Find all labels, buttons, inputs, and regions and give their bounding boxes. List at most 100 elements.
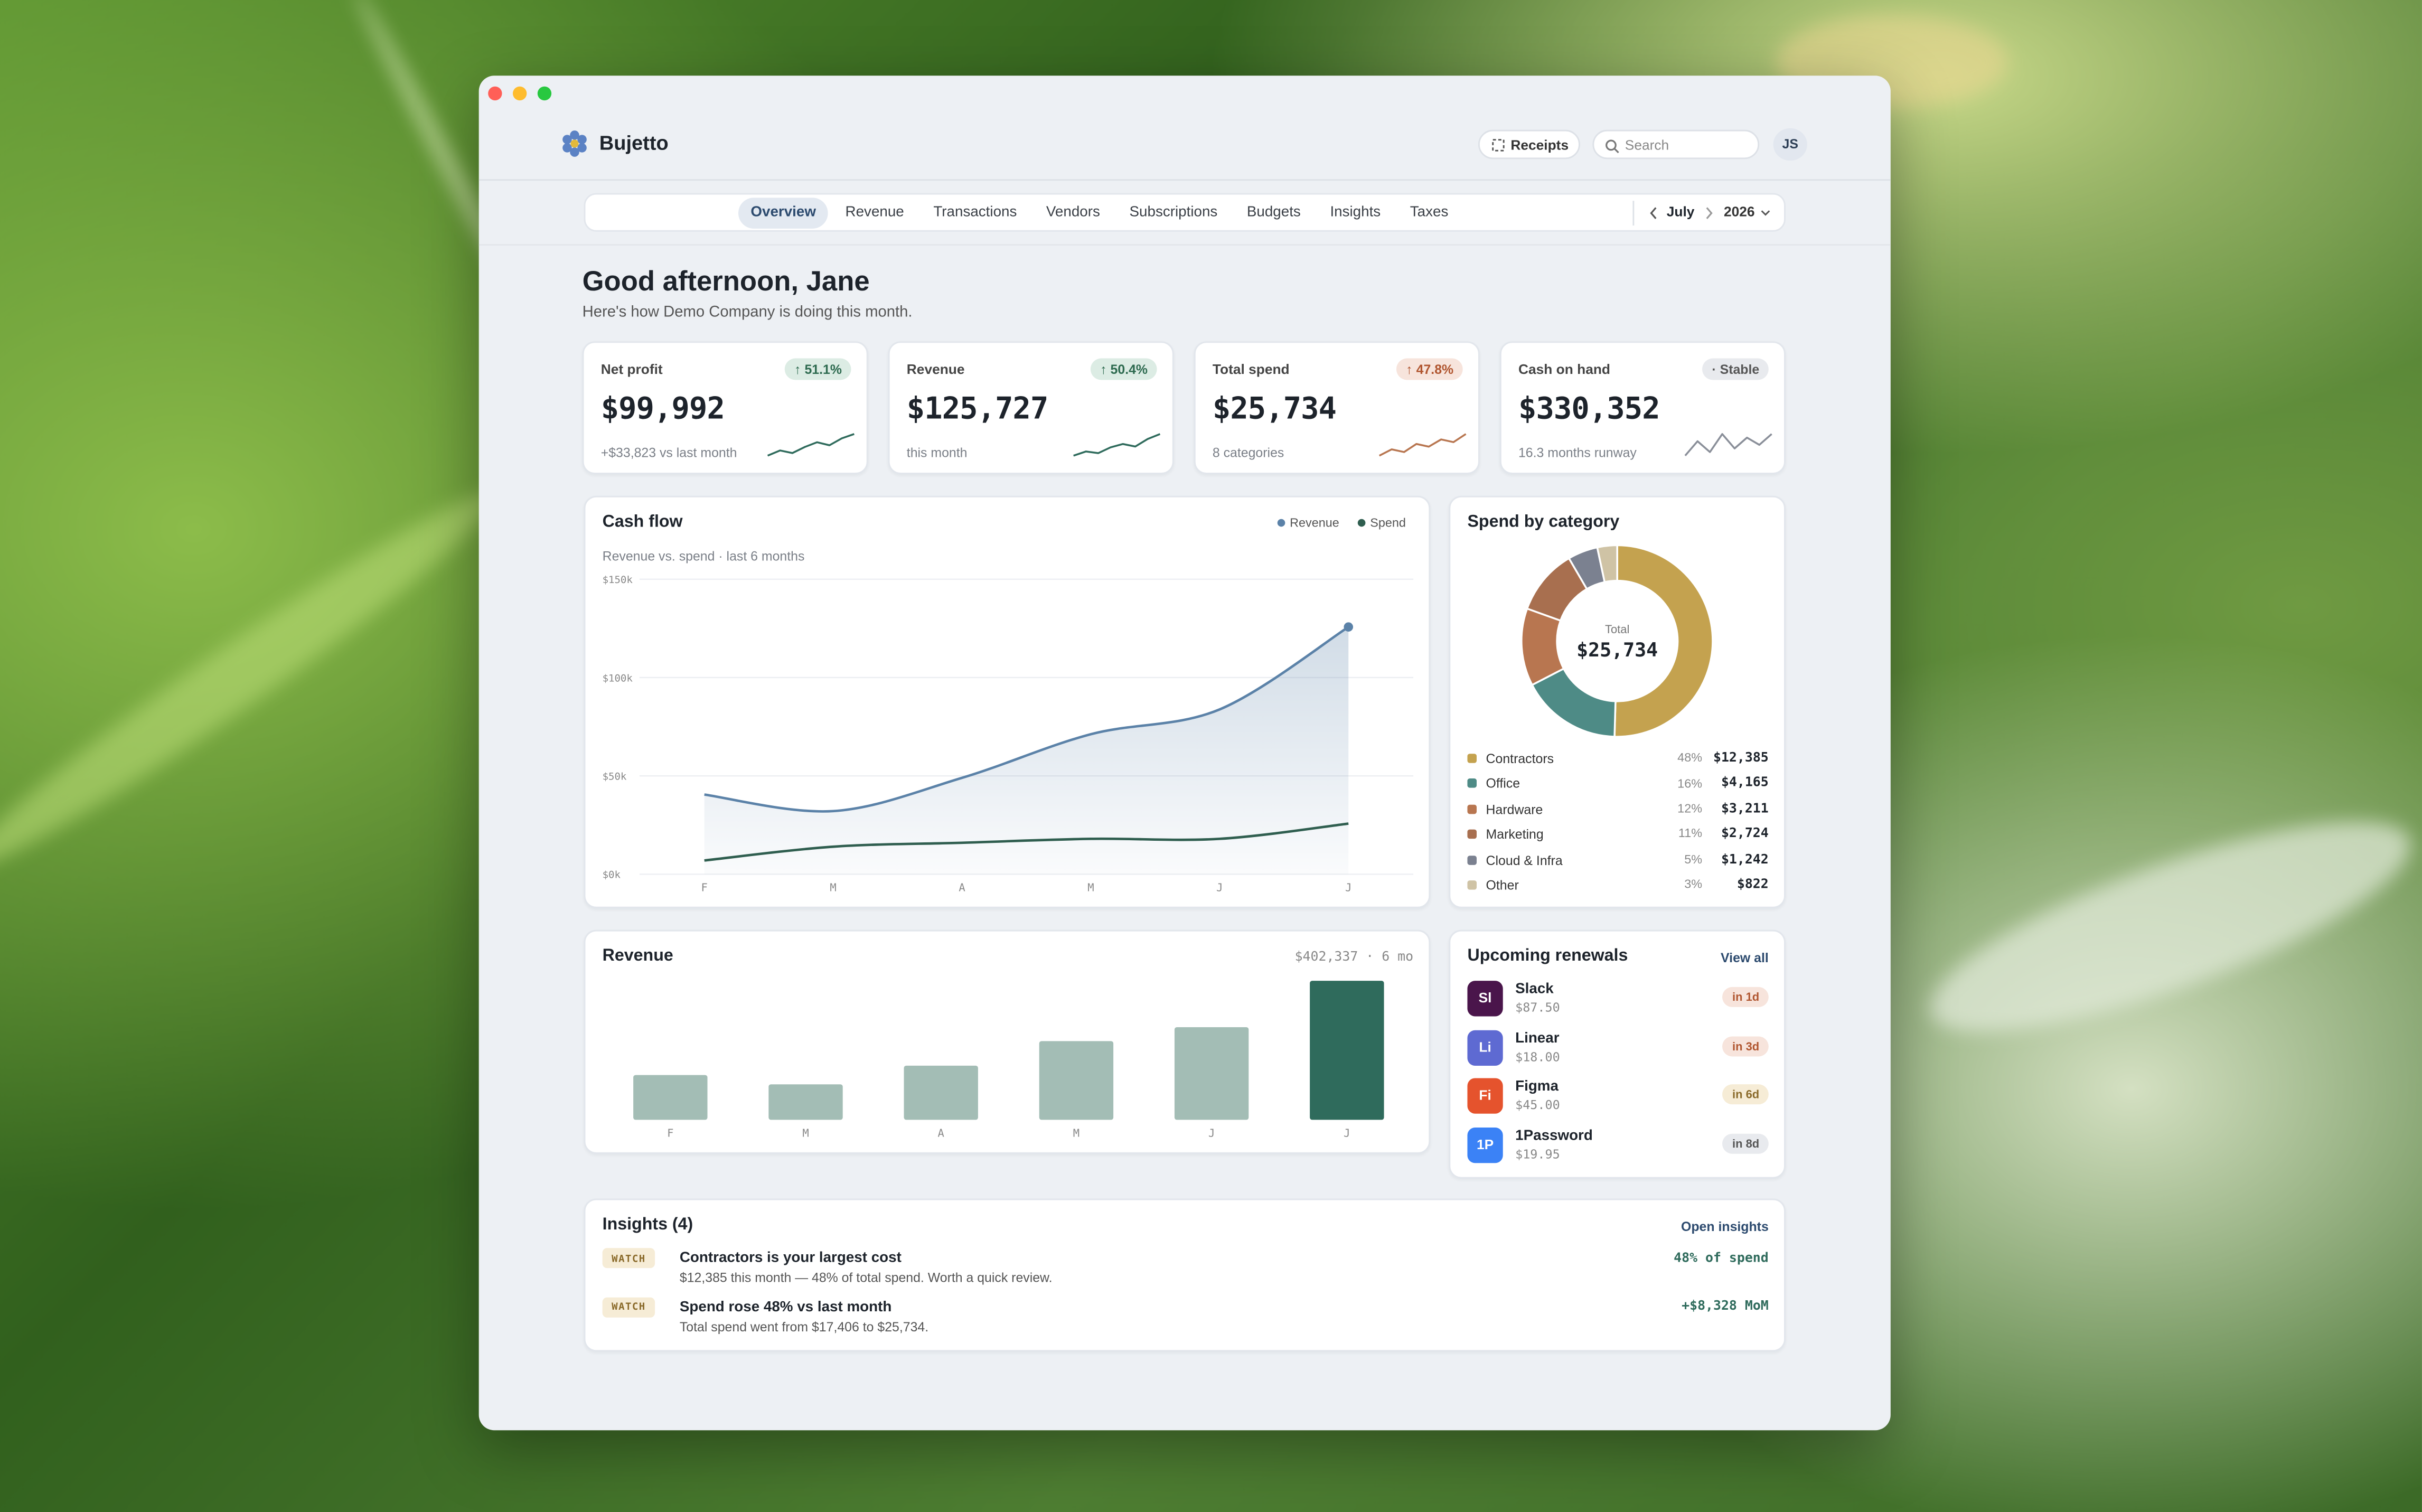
kpi-card: Revenue ↑ 50.4% $125,727 this month: [888, 341, 1174, 474]
kpi-note: 16.3 months runway: [1518, 444, 1637, 461]
view-all-link[interactable]: View all: [1721, 950, 1769, 965]
legend-swatch: [1467, 880, 1477, 890]
total-label: $402,337 · 6 mo: [1294, 950, 1414, 965]
nav-tab[interactable]: Budgets: [1246, 204, 1301, 221]
nav-tab[interactable]: Transactions: [933, 204, 1017, 221]
kpi-change: ↑ 50.4%: [1091, 358, 1157, 380]
insights-card: Insights (4) Open insights WATCH Contractor…: [584, 1198, 1786, 1352]
vendor-price: $19.95: [1515, 1147, 1560, 1161]
greeting-title: Good afternoon, Jane: [582, 266, 870, 297]
minimize-button[interactable]: [512, 86, 526, 100]
vendor-price: $18.00: [1515, 1049, 1560, 1064]
vendor-name: 1Password: [1515, 1127, 1593, 1144]
x-tick-label: F: [701, 881, 707, 894]
vendor-name: Figma: [1515, 1078, 1559, 1096]
legend-label: Cloud & Infra: [1486, 851, 1563, 868]
x-tick-label: J: [1208, 1127, 1215, 1140]
y-tick-label: $50k: [603, 771, 627, 782]
donut-slice: [1596, 544, 1618, 584]
x-tick-label: J: [1216, 881, 1223, 894]
x-tick-label: M: [830, 881, 836, 894]
x-tick-label: M: [1087, 881, 1094, 894]
legend-label: Marketing: [1486, 826, 1544, 842]
divider: [478, 244, 1891, 246]
kpi-note: this month: [906, 444, 968, 461]
avatar[interactable]: JS: [1773, 128, 1807, 161]
share-label: 11%: [1678, 827, 1703, 841]
nav-tab[interactable]: Vendors: [1046, 204, 1100, 221]
open-insights-link[interactable]: Open insights: [1681, 1218, 1769, 1234]
kpi-value: $125,727: [906, 391, 1049, 427]
kpi-note: 8 categories: [1212, 444, 1284, 461]
year-dropdown[interactable]: [1759, 209, 1771, 218]
revenue-area: [704, 627, 1349, 875]
nav-tab[interactable]: Overview: [738, 198, 829, 229]
nav-tab[interactable]: Revenue: [845, 204, 904, 221]
series-line: [704, 626, 1349, 813]
next-month[interactable]: [1702, 205, 1714, 221]
kpi-card: Net profit ↑ 51.1% $99,992 +$33,823 vs last…: [582, 341, 868, 474]
kpi-note: +$33,823 vs last month: [600, 444, 737, 461]
share-label: 48%: [1677, 750, 1703, 765]
line-chart: $0k $50k $100k $150k F M A M J J: [603, 574, 1414, 894]
month: July: [1666, 204, 1695, 220]
vendor-icon: Sl: [1467, 981, 1503, 1017]
y-tick-label: $0k: [603, 869, 621, 881]
share-label: 3%: [1684, 877, 1703, 892]
bar: [768, 1084, 843, 1120]
insight-metric: 48% of spend: [1674, 1251, 1769, 1266]
search-field[interactable]: Search: [1592, 129, 1760, 159]
bar: [633, 1075, 708, 1120]
legend-swatch: [1467, 779, 1477, 788]
x-tick-label: J: [1344, 1127, 1350, 1140]
kpi-label: Revenue: [906, 361, 965, 377]
sparkline: [1684, 433, 1772, 456]
legend-label: Contractors: [1486, 750, 1554, 766]
value-label: $3,211: [1721, 801, 1769, 817]
year[interactable]: 2026: [1723, 204, 1755, 220]
nav-tab[interactable]: Insights: [1330, 204, 1381, 221]
vendor-name: Linear: [1515, 1030, 1560, 1047]
cash-flow-card: Cash flow Revenue vs. spend · last 6 mont…: [584, 495, 1431, 908]
kpi-value: $99,992: [600, 391, 725, 427]
close-button[interactable]: [487, 86, 502, 100]
due-badge: in 1d: [1723, 987, 1769, 1007]
vendor-price: $45.00: [1515, 1098, 1560, 1113]
legend-swatch: [1467, 754, 1477, 763]
sparkline-line: [1684, 433, 1772, 456]
insight-title: Contractors is your largest cost: [679, 1250, 902, 1267]
sparkline-line: [767, 433, 855, 457]
renewals-card: Upcoming renewals View all Sl Slack $87.50 in…: [1449, 929, 1786, 1179]
kpi-card: Cash on hand · Stable $330,352 16.3 months …: [1499, 341, 1786, 474]
nav-tab[interactable]: Subscriptions: [1129, 204, 1218, 221]
x-tick-label: F: [667, 1127, 673, 1140]
insight-metric: +$8,328 MoM: [1682, 1299, 1769, 1316]
nav-tab[interactable]: Taxes: [1410, 204, 1449, 221]
legend-swatch: [1357, 519, 1366, 527]
previous-month[interactable]: [1648, 205, 1660, 221]
sparkline: [1073, 433, 1161, 457]
chart-subtitle: Revenue vs. spend · last 6 months: [602, 548, 805, 564]
sparkline-line: [1378, 433, 1467, 457]
legend-swatch: [1467, 855, 1477, 865]
receipts-icon: [1492, 139, 1505, 152]
legend-swatch: [1277, 519, 1285, 527]
kpi-label: Total spend: [1212, 361, 1290, 377]
due-badge: in 3d: [1723, 1036, 1769, 1056]
value-label: $2,724: [1721, 826, 1769, 842]
vendor-price: $87.50: [1515, 1001, 1560, 1016]
receipts-button[interactable]: Receipts: [1478, 129, 1580, 159]
due-badge: in 6d: [1723, 1084, 1769, 1105]
logo: [562, 130, 587, 157]
bar: [904, 1065, 978, 1120]
search-icon: [1606, 139, 1619, 153]
kpi-change: ↑ 47.8%: [1396, 358, 1463, 380]
legend-swatch: [1467, 804, 1477, 814]
x-tick-label: M: [802, 1127, 809, 1140]
receipts-label: Receipts: [1510, 136, 1569, 153]
spend-card: Spend by category Total $25,734 Contractors…: [1449, 495, 1786, 908]
zoom-button[interactable]: [537, 86, 551, 100]
insight-title: Spend rose 48% vs last month: [679, 1299, 892, 1316]
vendor-icon: Fi: [1467, 1078, 1503, 1114]
